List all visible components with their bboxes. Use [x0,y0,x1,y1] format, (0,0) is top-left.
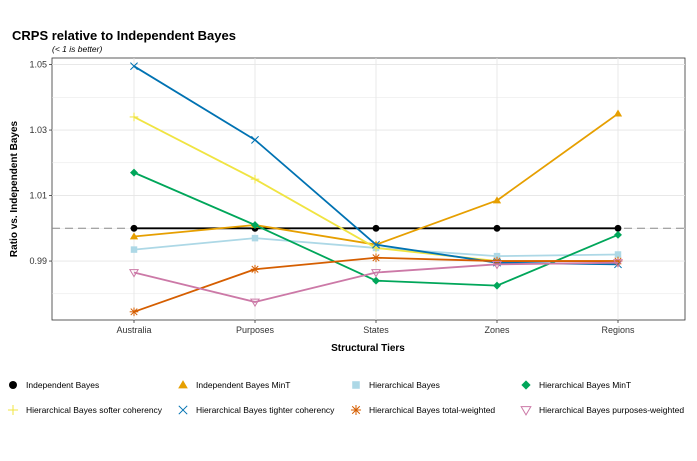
data-point [491,260,503,270]
series-group [128,62,624,317]
data-point [370,269,382,278]
legend-label: Hierarchical Bayes total-weighted [369,405,496,415]
data-point [493,281,501,290]
legend-item: Hierarchical Bayes tighter coherency [176,403,334,417]
x-tick-label: Regions [601,325,635,335]
data-point [130,62,138,71]
y-tick-label: 1.05 [29,60,47,70]
x-tick-label: States [363,325,389,335]
legend-key [178,405,188,415]
legend-key [520,406,532,416]
y-tick-label: 1.01 [29,191,47,201]
legend-label: Hierarchical Bayes tighter coherency [196,405,335,415]
legend-key [521,380,531,390]
legend-label: Hierarchical Bayes softer coherency [26,405,163,415]
data-point [251,221,259,229]
legend-marker [7,404,19,416]
x-axis-title: Structural Tiers [331,343,405,354]
series-hierarchical-bayes-mint [130,168,622,290]
legend: Independent Bayes Independent Bayes MinT H… [0,370,697,430]
x-tick-label: Australia [116,325,151,335]
data-point [250,264,260,274]
y-tick-label: 1.03 [29,125,47,135]
axes: 0.99 1.01 1.03 1.05 Australia Purposes States Z… [29,60,635,335]
legend-marker [520,406,532,416]
legend-key [350,404,362,416]
legend-item: Independent Bayes MinT [176,378,291,392]
data-point [128,269,140,278]
legend-label: Independent Bayes MinT [196,380,291,390]
data-point [613,109,623,117]
data-point [493,224,501,232]
series-hierarchical-bayes-purposes-weighted [128,259,624,308]
x-tick-label: Zones [484,325,510,335]
y-tick-label: 0.99 [29,256,47,266]
legend-marker [521,380,531,390]
legend-item: Hierarchical Bayes [349,378,440,392]
chart-title: CRPS relative to Independent Bayes [12,28,236,43]
data-point [130,246,138,253]
data-point [612,259,624,268]
grid [52,58,685,320]
legend-label: Hierarchical Bayes [369,380,440,390]
legend-marker [9,381,17,389]
legend-marker [352,381,360,389]
data-point [250,174,260,184]
legend-key [352,381,360,389]
data-point [614,251,622,258]
legend-label: Hierarchical Bayes purposes-weighted [539,405,685,415]
data-point [129,232,139,240]
legend-key [9,381,17,389]
data-point [371,253,381,263]
data-point [249,298,261,308]
data-point [129,112,139,122]
legend-label: Hierarchical Bayes MinT [539,380,632,390]
data-point [492,196,502,204]
data-point [372,224,380,232]
legend-key [7,404,19,416]
y-axis-title: Ratio vs. Independent Bayes [9,120,20,257]
legend-item: Hierarchical Bayes MinT [519,378,631,392]
legend-label: Independent Bayes [26,380,100,390]
data-point [251,234,259,242]
data-point [130,168,138,177]
data-point [251,135,259,144]
legend-item: Independent Bayes [6,378,99,392]
legend-marker [178,380,188,389]
series-line [133,261,619,303]
legend-marker [350,404,362,416]
legend-item: Hierarchical Bayes softer coherency [6,403,162,417]
line-chart: 0.99 1.01 1.03 1.05 Australia Purposes States Z… [9,57,686,354]
chart-subtitle: (< 1 is better) [52,44,103,54]
data-point [372,240,380,249]
data-point [614,224,622,232]
data-point [372,276,380,285]
legend-item: Hierarchical Bayes purposes-weighted [519,403,684,417]
x-tick-label: Purposes [236,325,275,335]
data-point [614,230,622,239]
data-point [493,252,501,260]
legend-marker [178,405,188,415]
data-point [130,224,138,232]
data-point [129,307,139,317]
legend-item: Hierarchical Bayes total-weighted [349,403,495,417]
legend-key [178,380,188,389]
